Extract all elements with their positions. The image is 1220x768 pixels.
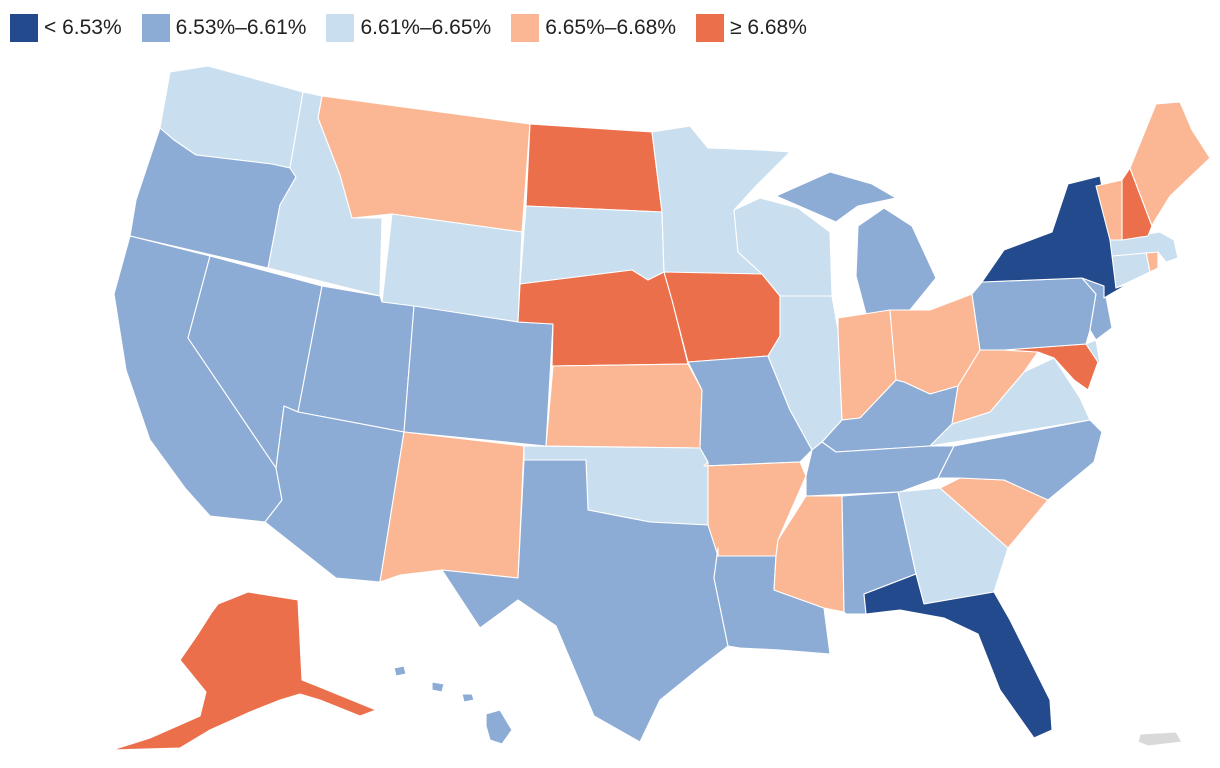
legend-label-bin-1: 6.53%–6.61% (175, 16, 307, 39)
legend-item-bin-1: 6.53%–6.61% (141, 14, 307, 42)
legend-label-bin-4: ≥ 6.68% (730, 16, 807, 39)
map-legend: < 6.53% 6.53%–6.61% 6.61%–6.65% 6.65%–6.… (10, 13, 827, 43)
legend-label-bin-0: < 6.53% (44, 16, 122, 39)
legend-swatch-bin-2 (326, 14, 355, 42)
state-AZ[interactable] (264, 405, 405, 583)
legend-item-bin-4: ≥ 6.68% (696, 14, 807, 42)
state-ME[interactable] (1129, 101, 1211, 227)
state-FL[interactable] (863, 573, 1053, 739)
state-MI[interactable] (775, 171, 937, 315)
state-NH[interactable] (1121, 167, 1153, 241)
state-TX[interactable] (441, 459, 729, 743)
state-AK[interactable] (111, 591, 377, 751)
legend-label-bin-2: 6.61%–6.65% (360, 16, 492, 39)
state-MT[interactable] (317, 95, 531, 233)
state-HI[interactable] (393, 665, 513, 745)
legend-swatch-bin-4 (696, 14, 724, 42)
state-PA[interactable] (971, 277, 1097, 351)
state-ND[interactable] (525, 123, 663, 213)
legend-label-bin-3: 6.65%–6.68% (545, 16, 676, 39)
legend-swatch-bin-1 (141, 14, 170, 42)
state-CO[interactable] (403, 305, 554, 447)
legend-item-bin-2: 6.61%–6.65% (326, 14, 491, 42)
state-CT[interactable] (1111, 251, 1151, 289)
state-DE[interactable] (1085, 339, 1101, 365)
state-NC[interactable] (937, 419, 1103, 501)
state-KS[interactable] (545, 363, 703, 449)
legend-item-bin-3: 6.65%–6.68% (511, 14, 676, 42)
state-NM[interactable] (379, 431, 525, 583)
legend-item-bin-0: < 6.53% (10, 14, 122, 42)
legend-swatch-bin-0 (10, 14, 38, 42)
state-PR (1137, 731, 1183, 747)
state-TN[interactable] (805, 441, 955, 497)
legend-swatch-bin-3 (511, 14, 540, 42)
state-SD[interactable] (519, 205, 665, 285)
